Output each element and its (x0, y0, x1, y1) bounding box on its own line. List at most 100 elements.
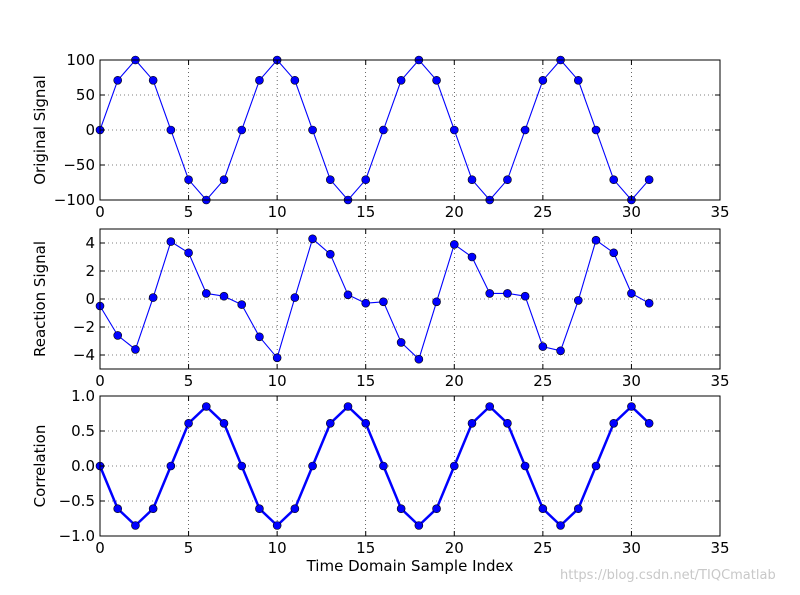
data-point (644, 418, 654, 428)
data-point (432, 297, 441, 307)
x-tick-label: 25 (533, 203, 552, 221)
y-tick-label: −4 (73, 346, 95, 364)
y-tick-label: −100 (54, 191, 95, 209)
data-point (166, 125, 176, 135)
data-point (219, 175, 229, 184)
data-point (503, 418, 512, 428)
series-line (99, 238, 650, 360)
y-tick-label: 4 (85, 234, 95, 252)
y-tick-label: 0 (85, 121, 95, 139)
data-point (325, 175, 335, 184)
data-point (609, 418, 619, 428)
x-tick-label: 15 (356, 372, 375, 390)
data-point (379, 297, 388, 307)
data-point (201, 289, 211, 298)
series-line (98, 405, 651, 527)
y-tick-label: 0 (85, 290, 95, 308)
x-tick-label: 25 (533, 539, 552, 557)
data-point (237, 300, 247, 309)
x-tick-label: 35 (710, 539, 729, 557)
data-point (219, 291, 229, 301)
data-point (343, 402, 353, 411)
y-tick-label: −50 (63, 156, 95, 174)
data-point (237, 461, 247, 471)
x-tick-label: 20 (445, 372, 464, 390)
x-tick-label: 10 (268, 372, 287, 390)
data-point (538, 76, 548, 85)
x-tick-label: 30 (622, 372, 641, 390)
data-point (290, 76, 300, 85)
data-point (184, 418, 193, 428)
data-point (449, 461, 459, 471)
data-point (573, 296, 583, 305)
data-point (343, 290, 353, 300)
data-point (449, 125, 459, 135)
data-point (308, 234, 317, 244)
data-point (432, 76, 441, 85)
data-point (131, 521, 140, 530)
data-point (520, 291, 530, 301)
data-point (485, 402, 495, 411)
x-tick-label: 10 (268, 539, 287, 557)
data-point (219, 418, 229, 428)
data-point (485, 289, 495, 298)
data-point (184, 175, 193, 184)
data-point (573, 76, 583, 85)
x-tick-label: 30 (622, 203, 641, 221)
data-point (556, 346, 565, 356)
data-point (361, 298, 371, 308)
data-point (538, 342, 548, 351)
x-tick-label: 15 (356, 539, 375, 557)
y-tick-label: 50 (76, 86, 95, 104)
data-point (467, 175, 477, 184)
data-point (609, 175, 619, 184)
x-tick-label: 5 (184, 372, 194, 390)
y-tick-label: 0.0 (71, 457, 95, 475)
subplot-3: 0 5 10 15 20 25 30 35 −1.0 −0.5 0.0 0.5 1.0 Correlati… (31, 387, 730, 575)
data-point (255, 76, 264, 85)
data-point (520, 461, 530, 471)
data-point (308, 461, 317, 471)
data-point (644, 298, 654, 308)
data-point (166, 237, 176, 246)
y-tick-label: 100 (66, 51, 95, 69)
data-point (591, 125, 601, 135)
data-point (609, 248, 619, 258)
x-tick-label: 35 (710, 372, 729, 390)
y-axis-label: Original Signal (31, 75, 49, 185)
data-point (290, 504, 300, 514)
data-point (520, 125, 530, 135)
y-tick-label: −1.0 (59, 527, 95, 545)
x-tick-label: 20 (445, 203, 464, 221)
data-point (467, 252, 477, 262)
data-point (396, 504, 406, 514)
x-tick-label: 5 (184, 203, 194, 221)
x-tick-label: 0 (95, 372, 105, 390)
y-tick-label: −2 (73, 318, 95, 336)
y-axis-label: Correlation (31, 425, 49, 508)
data-point (573, 504, 583, 514)
data-point (361, 175, 371, 184)
data-point (184, 248, 193, 258)
data-point (449, 240, 459, 249)
data-point (503, 289, 512, 298)
y-tick-label: 1.0 (71, 387, 95, 405)
data-point (396, 76, 406, 85)
data-point (272, 521, 282, 530)
data-point (290, 293, 300, 302)
data-point (379, 125, 388, 135)
subplot-1: 0 5 10 15 20 25 30 35 −100 −50 0 50 100 Original Sign… (31, 51, 730, 221)
x-tick-label: 20 (445, 539, 464, 557)
data-point (467, 418, 477, 428)
data-point (591, 461, 601, 471)
data-point (361, 418, 371, 428)
x-tick-label: 10 (268, 203, 287, 221)
x-tick-label: 35 (710, 203, 729, 221)
data-point (308, 125, 317, 135)
data-point (414, 521, 424, 530)
data-point (325, 418, 335, 428)
y-tick-label: 0.5 (71, 422, 95, 440)
data-point (148, 76, 158, 85)
y-tick-label: −0.5 (59, 492, 95, 510)
data-point (131, 345, 140, 354)
